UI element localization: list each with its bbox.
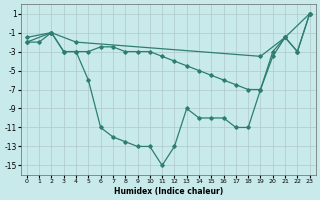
- X-axis label: Humidex (Indice chaleur): Humidex (Indice chaleur): [114, 187, 223, 196]
